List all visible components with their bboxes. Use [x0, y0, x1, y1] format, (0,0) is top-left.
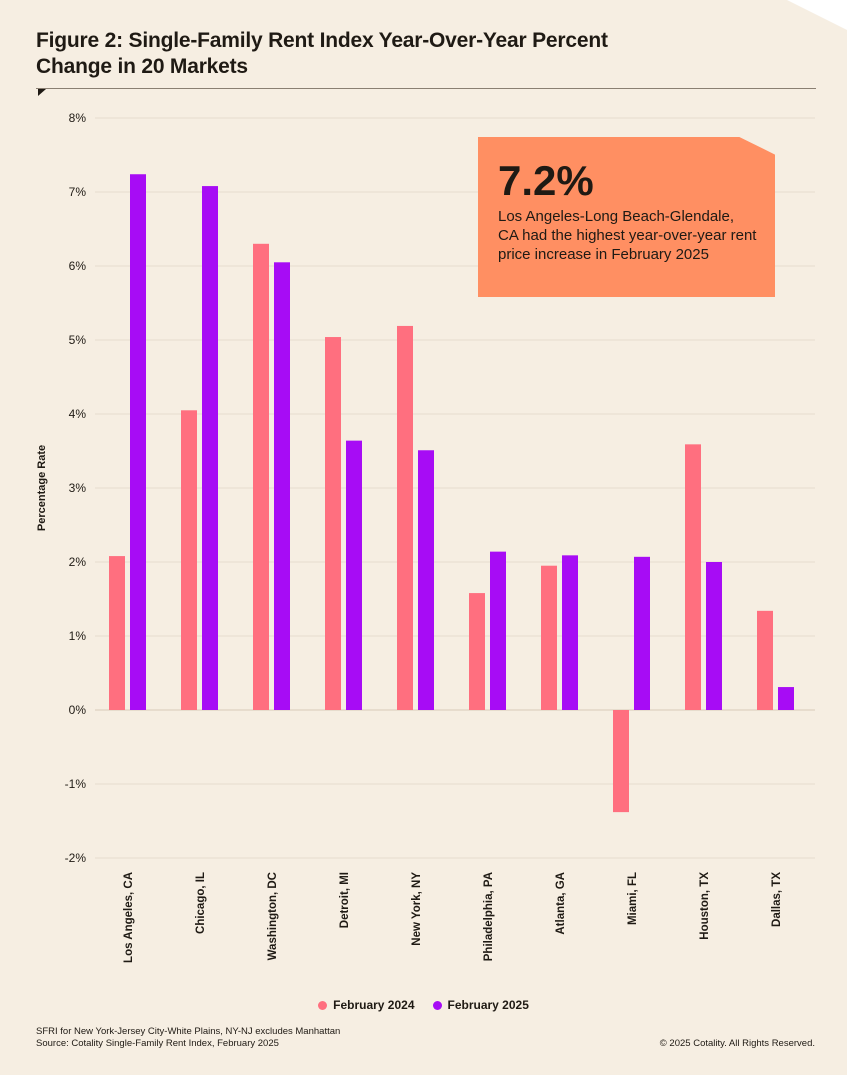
y-tick-label: 3% — [69, 481, 87, 495]
divider-marker — [38, 89, 46, 96]
y-tick-label: 8% — [69, 111, 87, 125]
bar-feb2024 — [109, 556, 125, 710]
legend-item-feb2025: February 2025 — [432, 998, 529, 1012]
y-tick-label: -2% — [65, 851, 87, 865]
y-axis-label: Percentage Rate — [36, 445, 48, 531]
x-tick-label: Chicago, IL — [195, 872, 207, 934]
bar-feb2024 — [757, 610, 773, 710]
bar-feb2025 — [706, 562, 722, 710]
y-tick-label: 4% — [69, 407, 87, 421]
x-tick-label: Detroit, MI — [339, 872, 351, 928]
legend-swatch — [432, 1001, 442, 1010]
bar-feb2025 — [130, 174, 146, 711]
legend-swatch — [318, 1001, 328, 1010]
y-tick-label: 0% — [69, 703, 87, 717]
x-tick-label: Los Angeles, CA — [123, 872, 135, 963]
bar-feb2025 — [778, 687, 794, 710]
bar-feb2025 — [490, 551, 506, 710]
bar-feb2025 — [418, 450, 434, 710]
bar-feb2024 — [181, 410, 197, 710]
bar-feb2025 — [346, 440, 362, 710]
legend-item-feb2024: February 2024 — [318, 998, 415, 1012]
legend-label: February 2025 — [447, 998, 529, 1012]
bar-feb2024 — [469, 593, 485, 710]
x-tick-label: Philadelphia, PA — [483, 872, 495, 961]
x-tick-label: Houston, TX — [699, 872, 711, 940]
footnote-line: SFRI for New York-Jersey City-White Plai… — [36, 1026, 341, 1037]
y-tick-label: 7% — [69, 185, 87, 199]
bar-feb2024 — [685, 444, 701, 710]
bar-feb2024 — [541, 565, 557, 710]
bar-feb2024 — [253, 243, 269, 711]
title-divider — [36, 88, 816, 89]
bar-feb2025 — [562, 555, 578, 710]
y-tick-label: 1% — [69, 629, 87, 643]
callout-value: 7.2% — [498, 157, 594, 204]
bar-feb2025 — [274, 262, 290, 710]
callout-text: Los Angeles-Long Beach-Glendale, CA had … — [498, 208, 757, 263]
bar-feb2024 — [397, 325, 413, 710]
footnote: SFRI for New York-Jersey City-White Plai… — [36, 1026, 340, 1050]
legend: February 2024 February 2025 — [0, 998, 847, 1012]
chart-title: Figure 2: Single-Family Rent Index Year-… — [36, 29, 608, 78]
y-tick-label: 5% — [69, 333, 87, 347]
bar-feb2024 — [325, 337, 341, 710]
x-tick-label: Washington, DC — [267, 872, 279, 960]
x-tick-label: Dallas, TX — [771, 872, 783, 927]
callout-box: 7.2% Los Angeles-Long Beach-Glendale, CA… — [478, 137, 775, 297]
bar-feb2024 — [613, 710, 629, 813]
x-tick-label: Atlanta, GA — [555, 872, 567, 935]
bar-feb2025 — [202, 186, 218, 710]
y-tick-label: 2% — [69, 555, 87, 569]
page-corner-fold — [787, 0, 847, 30]
copyright: © 2025 Cotality. All Rights Reserved. — [659, 1038, 815, 1049]
y-tick-label: -1% — [65, 777, 87, 791]
x-tick-label: New York, NY — [411, 872, 423, 946]
legend-label: February 2024 — [333, 998, 415, 1012]
bar-feb2025 — [634, 556, 650, 710]
source-line: Source: Cotality Single-Family Rent Inde… — [36, 1038, 279, 1049]
x-tick-label: Miami, FL — [627, 872, 639, 925]
y-tick-label: 6% — [69, 259, 87, 273]
